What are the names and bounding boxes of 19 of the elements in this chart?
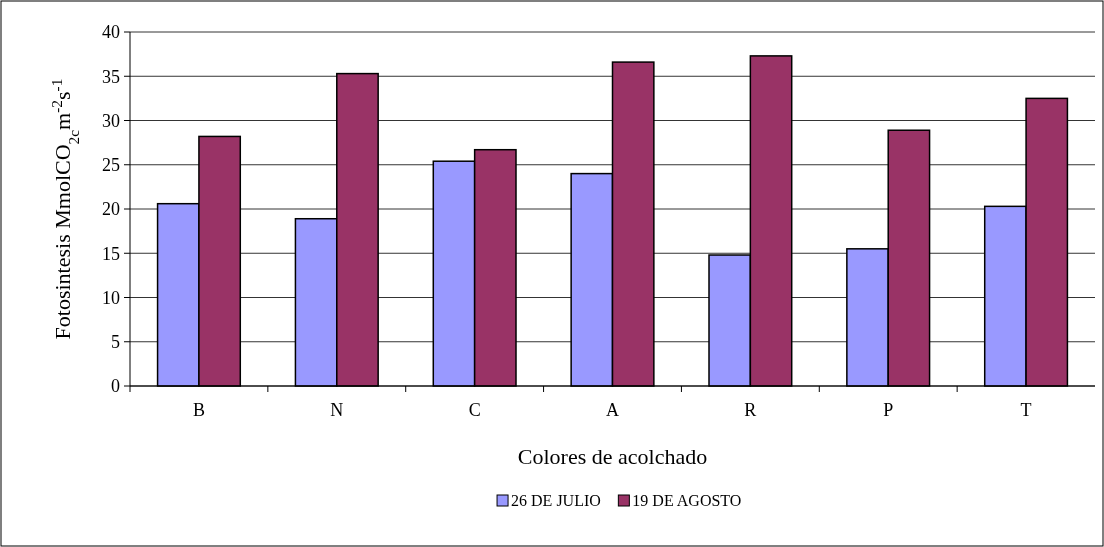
y-tick-label: 5 [111, 332, 120, 353]
x-tick-label: B [192, 400, 205, 420]
y-tick-label: 20 [102, 199, 120, 220]
x-axis-title: Colores de acolchado [517, 444, 708, 469]
y-tick-label: 30 [102, 110, 120, 131]
x-tick-label: P [883, 400, 894, 420]
x-tick-label: R [744, 400, 757, 420]
y-tick-label: 35 [102, 66, 120, 87]
y-tick-label: 25 [102, 155, 120, 176]
legend-label: 26 DE JULIO [511, 492, 601, 509]
x-tick-label: C [468, 400, 481, 420]
x-tick-label: A [606, 400, 619, 420]
x-tick-label: N [330, 400, 344, 420]
y-tick-label: 10 [102, 287, 120, 308]
legend-label: 19 DE AGOSTO [632, 492, 742, 509]
y-tick-label: 0 [111, 376, 120, 397]
x-tick-label: T [1020, 400, 1032, 420]
y-tick-label: 15 [102, 243, 120, 264]
y-tick-label: 40 [102, 22, 120, 43]
